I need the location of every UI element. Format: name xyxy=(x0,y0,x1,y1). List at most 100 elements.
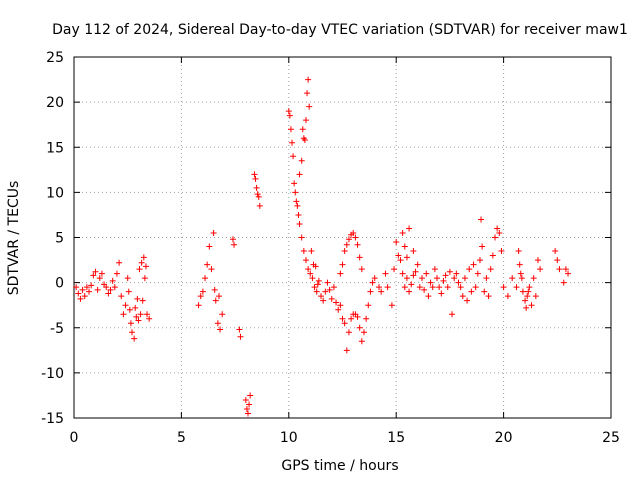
data-point xyxy=(552,248,559,255)
data-point xyxy=(440,277,447,284)
data-point xyxy=(83,284,90,291)
data-point xyxy=(296,171,303,178)
data-point xyxy=(92,268,99,275)
x-axis-ticks: 0 5 10 15 20 25 xyxy=(70,57,620,446)
data-point xyxy=(214,320,221,327)
data-point xyxy=(298,234,305,241)
data-point xyxy=(509,275,516,282)
data-point xyxy=(242,396,249,403)
data-point xyxy=(451,275,458,282)
data-point xyxy=(397,257,404,264)
data-point xyxy=(138,259,145,266)
data-point xyxy=(146,315,153,322)
data-point xyxy=(94,286,101,293)
data-point xyxy=(127,320,134,327)
chart-title: Day 112 of 2024, Sidereal Day-to-day VTE… xyxy=(52,22,628,38)
data-point xyxy=(289,139,296,146)
data-point xyxy=(134,295,141,302)
data-point xyxy=(423,270,430,277)
data-point xyxy=(243,405,250,412)
data-point xyxy=(348,315,355,322)
data-point xyxy=(455,279,462,286)
data-point xyxy=(388,302,395,309)
data-point xyxy=(429,284,436,291)
data-point xyxy=(81,293,88,300)
data-point xyxy=(466,266,473,273)
data-point xyxy=(199,288,206,295)
y-axis-label: SDTVAR / TECUs xyxy=(6,181,22,296)
data-point xyxy=(139,297,146,304)
data-point xyxy=(468,288,475,295)
data-point xyxy=(246,401,253,408)
data-point xyxy=(111,284,118,291)
data-point xyxy=(135,317,142,324)
data-point xyxy=(524,293,531,300)
data-point xyxy=(314,281,321,288)
data-point xyxy=(133,313,140,320)
data-point xyxy=(318,293,325,300)
data-point xyxy=(339,315,346,322)
data-point xyxy=(421,286,428,293)
y-tick-label: -10 xyxy=(41,366,64,382)
data-point xyxy=(500,284,507,291)
data-point xyxy=(305,266,312,273)
data-point xyxy=(523,304,530,311)
x-tick-label: 10 xyxy=(280,430,298,446)
data-point xyxy=(312,263,319,270)
data-point xyxy=(343,347,350,354)
data-point xyxy=(315,277,322,284)
data-point xyxy=(122,302,129,309)
data-point xyxy=(247,392,254,399)
data-point xyxy=(367,288,374,295)
data-point xyxy=(391,266,398,273)
y-tick-label: 0 xyxy=(55,276,64,292)
data-point xyxy=(324,279,331,286)
data-point xyxy=(410,272,417,279)
data-point xyxy=(504,293,511,300)
data-point xyxy=(333,299,340,306)
data-point xyxy=(126,306,133,313)
data-point xyxy=(103,284,110,291)
data-point xyxy=(79,286,86,293)
data-point xyxy=(337,302,344,309)
data-point xyxy=(341,320,348,327)
data-point xyxy=(485,293,492,300)
y-tick-label: -5 xyxy=(50,321,64,337)
data-point xyxy=(255,193,262,200)
data-point xyxy=(302,257,309,264)
data-point xyxy=(326,286,333,293)
data-point xyxy=(360,329,367,336)
data-point xyxy=(86,288,93,295)
data-point xyxy=(363,315,370,322)
data-point xyxy=(291,180,298,187)
data-point xyxy=(210,229,217,236)
data-point xyxy=(219,311,226,318)
data-point xyxy=(75,290,82,297)
data-point xyxy=(537,266,544,273)
y-tick-label: -15 xyxy=(41,411,64,427)
data-point xyxy=(335,306,342,313)
data-point xyxy=(487,266,494,273)
data-point xyxy=(229,236,236,243)
y-tick-label: 20 xyxy=(46,95,64,111)
data-point xyxy=(309,275,316,282)
data-point xyxy=(300,248,307,255)
data-point xyxy=(408,281,415,288)
data-point xyxy=(345,236,352,243)
data-point xyxy=(479,243,486,250)
data-point xyxy=(399,229,406,236)
data-point xyxy=(202,275,209,282)
data-point xyxy=(124,275,131,282)
data-point xyxy=(461,275,468,282)
data-point xyxy=(519,288,526,295)
data-point xyxy=(311,284,318,291)
data-point xyxy=(562,266,569,273)
data-point xyxy=(565,270,572,277)
data-point xyxy=(384,284,391,291)
data-point xyxy=(358,266,365,273)
data-point xyxy=(244,410,251,417)
data-point xyxy=(474,270,481,277)
data-point xyxy=(90,272,97,279)
data-point xyxy=(406,288,413,295)
data-point xyxy=(237,333,244,340)
